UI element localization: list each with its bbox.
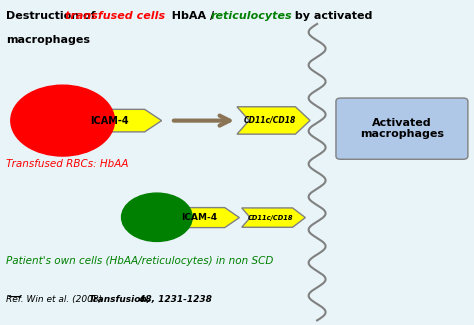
Text: Activated
macrophages: Activated macrophages (360, 118, 444, 139)
Text: Patient's own cells (HbAA/reticulocytes) in non SCD: Patient's own cells (HbAA/reticulocytes)… (6, 256, 273, 266)
Text: Transfusion,: Transfusion, (89, 294, 151, 304)
Text: CD11c/CD18: CD11c/CD18 (248, 214, 294, 221)
Text: by activated: by activated (291, 11, 373, 21)
Text: macrophages: macrophages (6, 35, 90, 45)
Text: CD11c/CD18: CD11c/CD18 (244, 116, 296, 125)
Polygon shape (242, 208, 305, 227)
Text: ICAM-4: ICAM-4 (181, 213, 217, 222)
Polygon shape (166, 208, 239, 228)
Text: ICAM-4: ICAM-4 (90, 116, 128, 125)
Polygon shape (77, 109, 162, 132)
Text: HbAA /: HbAA / (164, 11, 214, 21)
Polygon shape (237, 107, 310, 134)
Text: Ref. Win et al. (2008): Ref. Win et al. (2008) (6, 294, 102, 304)
Text: transfused cells: transfused cells (65, 11, 165, 21)
Text: Destruction of: Destruction of (6, 11, 100, 21)
Text: 48, 1231-1238: 48, 1231-1238 (136, 294, 211, 304)
FancyBboxPatch shape (336, 98, 468, 159)
Circle shape (121, 193, 192, 241)
Text: Transfused RBCs: HbAA: Transfused RBCs: HbAA (6, 159, 128, 169)
Circle shape (11, 85, 115, 156)
Text: reticulocytes: reticulocytes (211, 11, 293, 21)
